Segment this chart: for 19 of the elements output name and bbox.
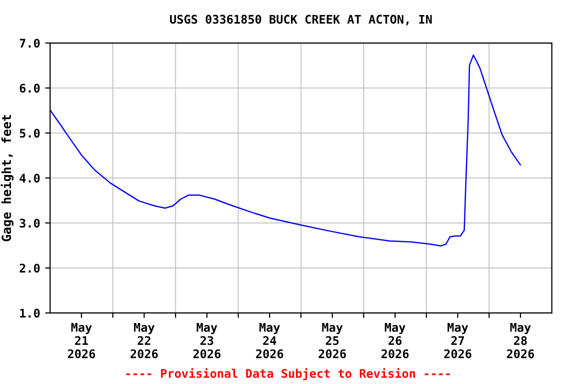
x-tick-label: May 28 2026 bbox=[506, 323, 534, 358]
text: ---- Provisional Data Subject to Revision ---- bbox=[126, 368, 450, 380]
y-tick-label: 4.0 bbox=[20, 174, 40, 183]
x-tick-label: May 24 2026 bbox=[256, 323, 284, 358]
line-series bbox=[50, 54, 522, 247]
y-tick-label: 3.0 bbox=[20, 218, 40, 228]
y-tick-label: 1.0 bbox=[20, 308, 40, 318]
x-tick-label: May 21 2026 bbox=[68, 323, 96, 358]
x-tick-label: May 23 2026 bbox=[193, 323, 220, 358]
y-tick-label: 5.0 bbox=[20, 128, 40, 138]
y-tick-label: 7.0 bbox=[20, 38, 40, 48]
x-tick-label: May 27 2026 bbox=[444, 323, 472, 358]
x-tick-label: May 25 2026 bbox=[318, 323, 346, 358]
x-tick-label: May 22 2026 bbox=[130, 323, 158, 358]
x-tick-label: May 26 2026 bbox=[381, 323, 409, 358]
y-tick-label: 2.0 bbox=[20, 264, 40, 273]
y-tick-label: 6.0 bbox=[20, 84, 40, 93]
y-axis-title: Gage height, feet bbox=[0, 114, 14, 242]
chart-title: USGS 03361850 BUCK CREEK AT ACTON, IN bbox=[170, 14, 432, 26]
